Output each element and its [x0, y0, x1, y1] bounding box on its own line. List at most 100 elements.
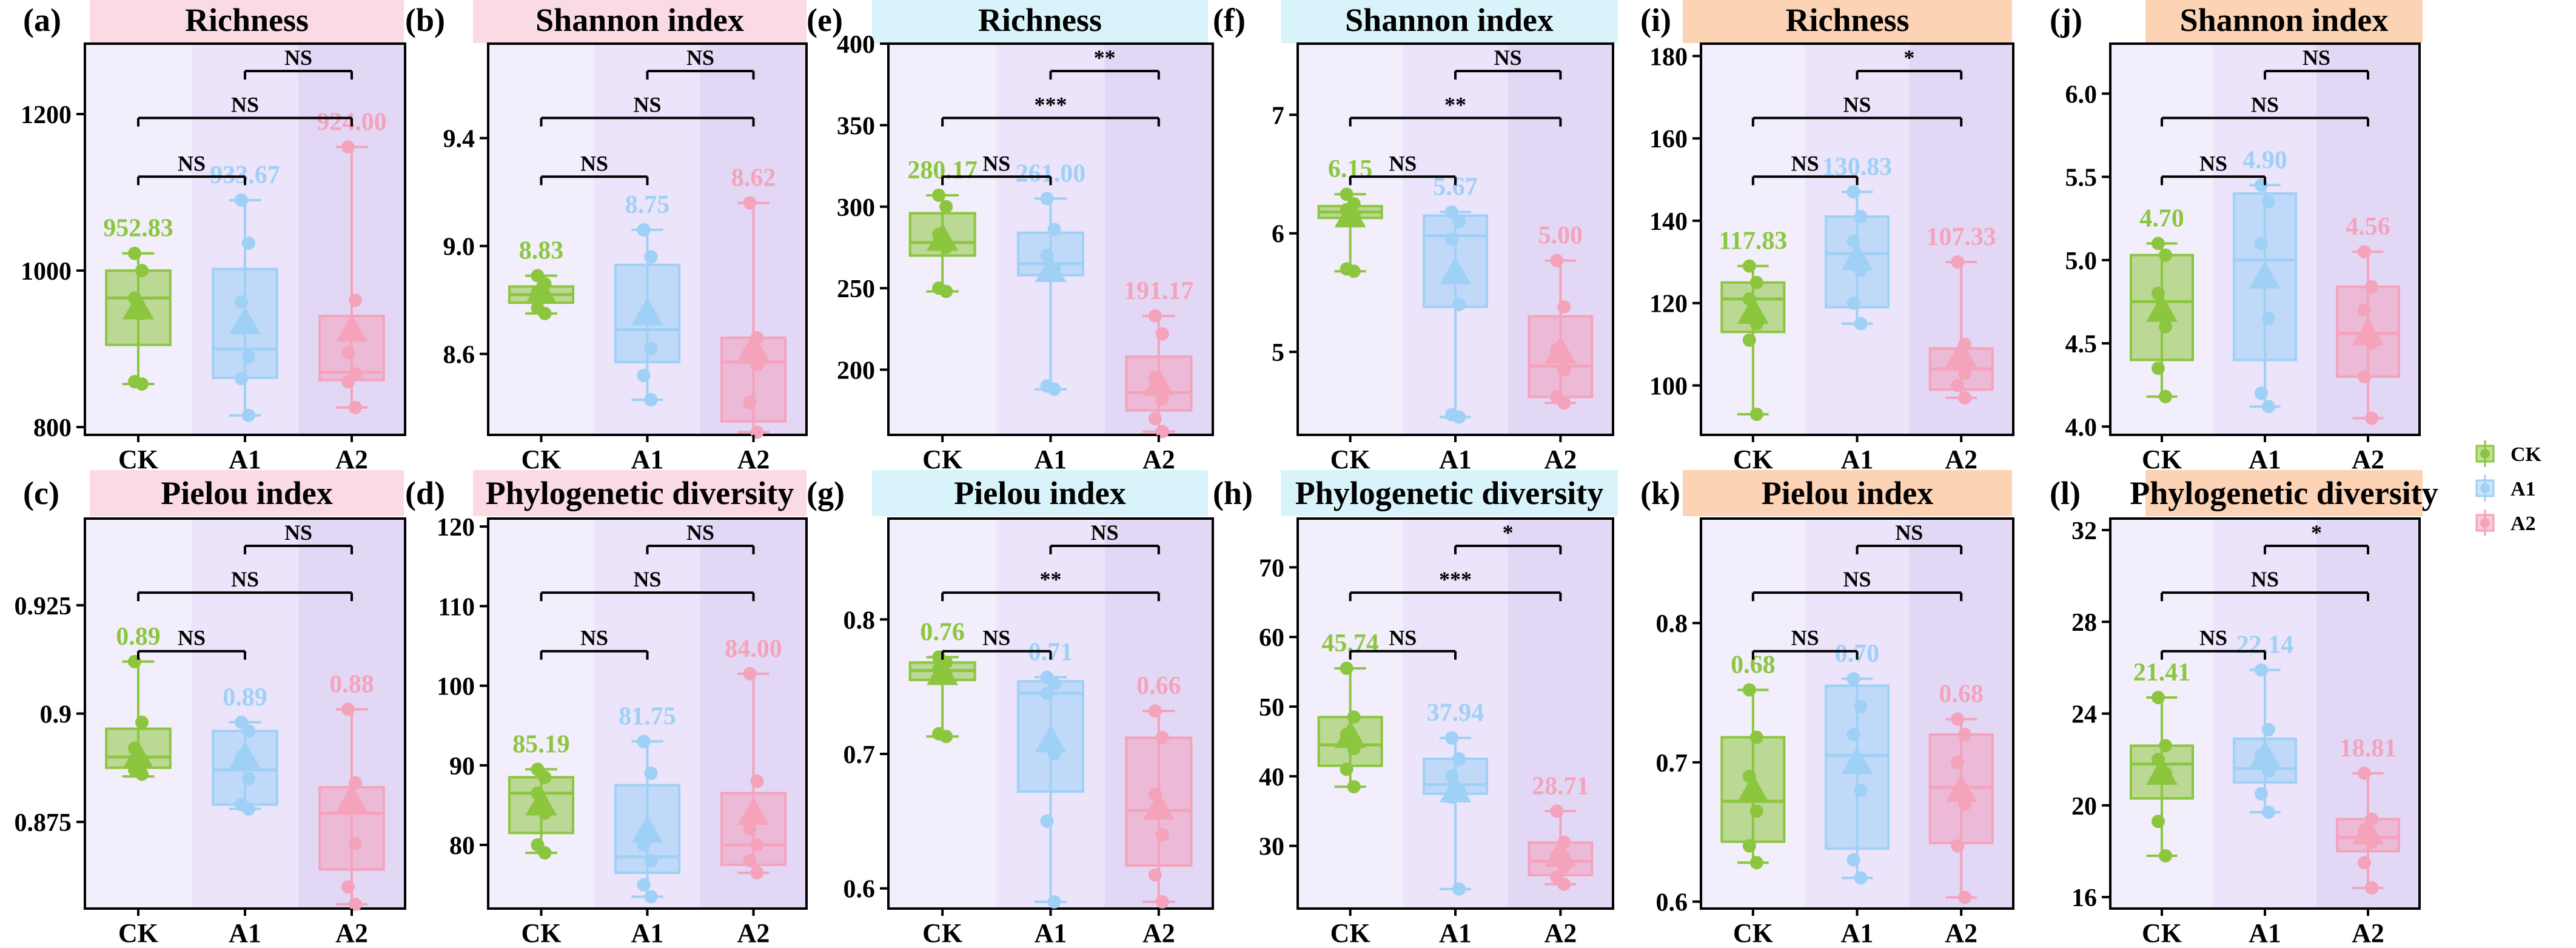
box-CK: 952.83 CK: [103, 215, 173, 474]
data-point: [2159, 248, 2172, 262]
data-point: [644, 890, 658, 904]
data-point: [1742, 259, 1756, 273]
x-tick-label: CK: [522, 918, 562, 948]
panel-c: (c) Pielou index 0.875 0.9 0.925 0.89 CK 0.89 A1…: [15, 470, 406, 948]
significance-label: NS: [1389, 151, 1417, 175]
legend-label: A2: [2511, 513, 2536, 535]
significance-bracket: NS: [137, 626, 246, 660]
data-point: [2262, 195, 2275, 209]
y-tick-label: 140: [1649, 208, 1688, 236]
y-tick-label: 24: [2071, 701, 2097, 729]
data-point: [1951, 755, 1965, 769]
data-point: [538, 770, 552, 784]
x-tick-label: A2: [1544, 445, 1577, 474]
y-tick-label: 80: [449, 832, 475, 860]
y-tick-label: 300: [837, 194, 875, 222]
box-A2: 8.62 A2: [720, 164, 787, 474]
box-A1: 8.75 A1: [614, 191, 680, 474]
x-tick-label: A1: [1841, 445, 1874, 474]
mean-label: 18.81: [2340, 735, 2397, 762]
panel-header-band: [473, 470, 807, 516]
data-point: [1951, 712, 1965, 726]
box-A2: 5.00 A2: [1528, 222, 1594, 474]
data-point: [743, 822, 757, 836]
y-tick-label: 16: [2071, 884, 2097, 912]
y-tick-label: 7: [1272, 102, 1284, 130]
data-point: [2152, 691, 2165, 705]
x-tick-label: A2: [2352, 445, 2384, 474]
significance-label: NS: [1843, 567, 1871, 591]
y-tick-label: 180: [1649, 43, 1688, 71]
data-point: [235, 193, 248, 207]
y-tick-label: 4.5: [2065, 331, 2098, 358]
data-point: [341, 346, 355, 360]
group-background: [488, 44, 594, 435]
significance-bracket: NS: [540, 93, 755, 127]
x-tick-label: CK: [1330, 918, 1370, 948]
panel-title: Pielou index: [954, 475, 1126, 511]
y-tick-label: 400: [837, 31, 875, 59]
mean-marker: [2249, 261, 2281, 289]
significance-label: NS: [231, 93, 259, 117]
significance-label: **: [1094, 45, 1116, 70]
data-point: [2152, 361, 2165, 375]
y-tick-label: 120: [1649, 291, 1688, 318]
significance-bracket: NS: [2161, 151, 2266, 186]
data-point: [2159, 739, 2172, 753]
significance-bracket: NS: [540, 567, 755, 602]
box-CK: 8.83 CK: [508, 237, 574, 474]
box-A1: 81.75 A1: [614, 702, 680, 948]
data-point: [2262, 400, 2275, 414]
data-point: [2358, 303, 2371, 317]
data-point: [135, 767, 149, 781]
data-point: [1557, 877, 1571, 891]
y-tick-label: 0.6: [844, 876, 876, 904]
data-point: [1749, 856, 1763, 870]
data-point: [538, 306, 552, 320]
data-point: [1155, 327, 1169, 341]
significance-label: NS: [1791, 151, 1819, 175]
panel-header-band: [473, 0, 807, 43]
panel-header-band: [2145, 470, 2423, 516]
significance-label: NS: [2199, 151, 2227, 175]
data-point: [1148, 412, 1162, 426]
data-point: [637, 223, 651, 237]
data-point: [1148, 704, 1162, 718]
data-point: [2365, 881, 2378, 895]
data-point: [2365, 280, 2378, 294]
box-A2: 0.68 A2: [1928, 681, 1994, 948]
y-tick-label: 250: [837, 275, 875, 303]
significance-label: NS: [982, 151, 1010, 175]
significance-bracket: NS: [1349, 151, 1457, 186]
x-tick-label: CK: [522, 445, 562, 474]
mean-marker: [229, 741, 261, 769]
mean-marker: [2352, 816, 2384, 845]
data-point: [341, 375, 355, 389]
data-point: [743, 854, 757, 868]
significance-bracket: NS: [1751, 151, 1859, 186]
significance-label: NS: [1091, 520, 1119, 545]
panel-header-band: [1683, 0, 2012, 43]
significance-label: NS: [1791, 626, 1819, 650]
x-tick-label: A1: [1439, 918, 1472, 948]
data-point: [538, 846, 552, 860]
panel-header-band: [2145, 0, 2423, 43]
data-point: [2152, 237, 2165, 250]
significance-label: NS: [178, 151, 206, 175]
x-tick-label: CK: [922, 918, 962, 948]
box-CK: 21.41 CK: [2130, 659, 2194, 948]
data-point: [644, 393, 658, 407]
mean-marker: [737, 797, 770, 825]
significance-bracket: **: [1049, 45, 1160, 80]
data-point: [644, 341, 658, 355]
mean-marker: [336, 314, 367, 342]
data-point: [1452, 215, 1466, 229]
significance-label: NS: [2303, 45, 2330, 70]
box-A2: 4.56 A2: [2336, 213, 2400, 474]
box-A1: 4.90 A1: [2233, 146, 2297, 474]
data-point: [1445, 731, 1458, 745]
significance-bracket: NS: [137, 567, 353, 602]
